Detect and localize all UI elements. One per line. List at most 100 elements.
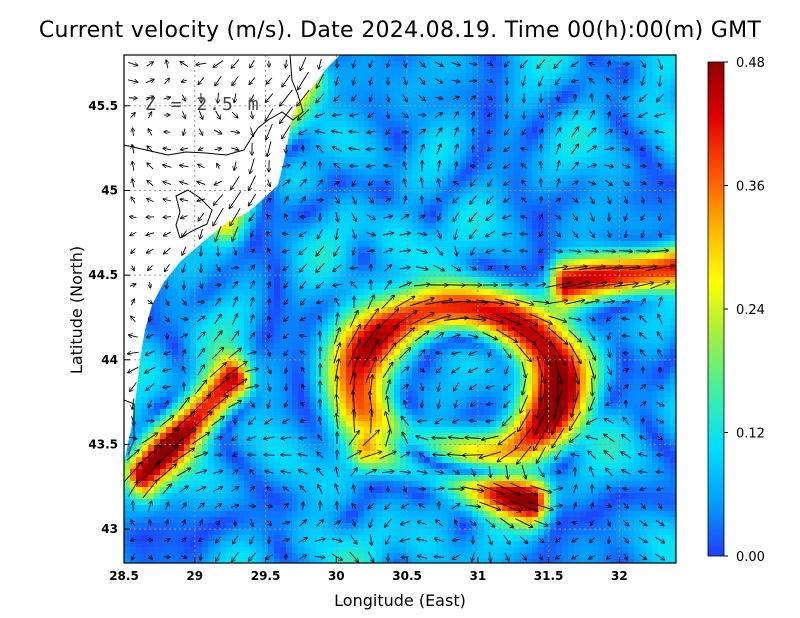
speed-cell [166, 325, 173, 332]
speed-cell [598, 241, 605, 248]
speed-cell [574, 61, 581, 68]
speed-cell [472, 67, 479, 74]
speed-cell [442, 205, 449, 212]
speed-cell [274, 361, 281, 368]
speed-cell [526, 163, 533, 170]
speed-cell [454, 91, 461, 98]
speed-cell [334, 187, 341, 194]
speed-cell [316, 121, 323, 128]
speed-cell [220, 343, 227, 350]
speed-cell [340, 211, 347, 218]
speed-cell [646, 283, 653, 290]
speed-cell [286, 133, 293, 140]
speed-cell [634, 229, 641, 236]
speed-cell [280, 289, 287, 296]
speed-cell [292, 259, 299, 266]
speed-cell [220, 247, 227, 254]
speed-cell [520, 265, 527, 272]
speed-cell [550, 151, 557, 158]
speed-cell [322, 295, 329, 302]
speed-cell [502, 115, 509, 122]
speed-cell [406, 283, 413, 290]
speed-cell [322, 169, 329, 176]
speed-cell [598, 133, 605, 140]
speed-cell [604, 337, 611, 344]
speed-cell [562, 151, 569, 158]
speed-cell [640, 85, 647, 92]
speed-cell [598, 355, 605, 362]
speed-cell [598, 127, 605, 134]
speed-cell [532, 295, 539, 302]
speed-cell [550, 331, 557, 338]
speed-cell [214, 295, 221, 302]
speed-cell [574, 229, 581, 236]
speed-cell [490, 163, 497, 170]
speed-cell [268, 301, 275, 308]
speed-cell [226, 253, 233, 260]
speed-cell [334, 193, 341, 200]
speed-cell [646, 253, 653, 260]
speed-cell [658, 103, 665, 110]
speed-cell [262, 349, 269, 356]
speed-cell [670, 55, 676, 62]
speed-cell [304, 223, 311, 230]
speed-cell [352, 325, 359, 332]
speed-cell [562, 301, 569, 308]
speed-cell [532, 271, 539, 278]
speed-cell [616, 85, 623, 92]
speed-cell [568, 79, 575, 86]
speed-cell [562, 349, 569, 356]
speed-cell [616, 151, 623, 158]
speed-cell [292, 331, 299, 338]
speed-cell [424, 193, 431, 200]
speed-cell [316, 331, 323, 338]
speed-cell [448, 271, 455, 278]
speed-cell [382, 325, 389, 332]
speed-cell [502, 139, 509, 146]
speed-cell [628, 73, 635, 80]
speed-cell [550, 169, 557, 176]
speed-cell [580, 319, 587, 326]
speed-cell [394, 271, 401, 278]
speed-cell [304, 349, 311, 356]
speed-cell [646, 205, 653, 212]
speed-cell [496, 265, 503, 272]
speed-cell [472, 271, 479, 278]
speed-cell [628, 313, 635, 320]
speed-cell [508, 277, 515, 284]
speed-cell [490, 199, 497, 206]
speed-cell [592, 319, 599, 326]
speed-cell [244, 217, 251, 224]
speed-cell [556, 289, 563, 296]
speed-cell [568, 193, 575, 200]
speed-cell [610, 67, 617, 74]
speed-cell [346, 97, 353, 104]
speed-cell [340, 61, 347, 68]
speed-cell [550, 229, 557, 236]
speed-cell [610, 271, 617, 278]
speed-cell [640, 337, 647, 344]
speed-cell [478, 157, 485, 164]
speed-cell [400, 229, 407, 236]
speed-cell [136, 367, 143, 374]
speed-cell [448, 211, 455, 218]
speed-cell [442, 241, 449, 248]
speed-cell [256, 379, 263, 386]
speed-cell [544, 181, 551, 188]
speed-cell [250, 325, 257, 332]
speed-cell [520, 253, 527, 260]
speed-cell [256, 205, 263, 212]
speed-cell [646, 109, 653, 116]
speed-cell [640, 187, 647, 194]
speed-cell [448, 217, 455, 224]
speed-cell [490, 259, 497, 266]
speed-cell [640, 151, 647, 158]
speed-cell [382, 145, 389, 152]
speed-cell [616, 235, 623, 242]
speed-cell [424, 289, 431, 296]
speed-cell [418, 109, 425, 116]
speed-cell [280, 169, 287, 176]
speed-cell [652, 331, 659, 338]
speed-cell [562, 133, 569, 140]
speed-cell [592, 61, 599, 68]
